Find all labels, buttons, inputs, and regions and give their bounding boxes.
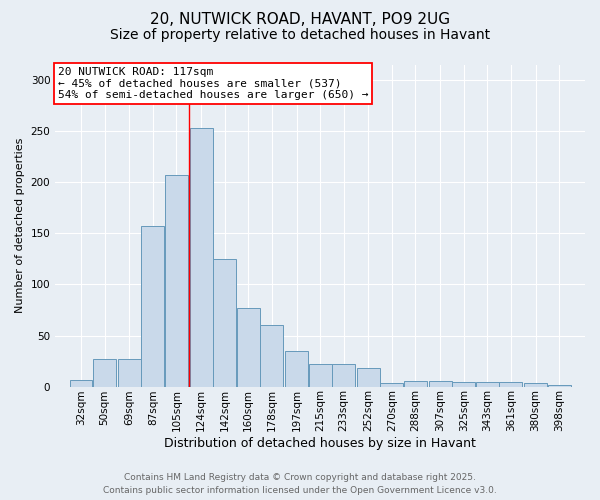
Bar bbox=[429, 382, 452, 386]
Bar bbox=[190, 128, 212, 386]
Bar bbox=[308, 364, 332, 386]
Bar bbox=[213, 259, 236, 386]
Bar bbox=[237, 308, 260, 386]
Bar bbox=[93, 359, 116, 386]
Bar bbox=[285, 351, 308, 386]
Y-axis label: Number of detached properties: Number of detached properties bbox=[15, 138, 25, 314]
Bar bbox=[452, 382, 475, 386]
Text: 20, NUTWICK ROAD, HAVANT, PO9 2UG: 20, NUTWICK ROAD, HAVANT, PO9 2UG bbox=[150, 12, 450, 28]
Bar bbox=[142, 226, 164, 386]
Bar bbox=[524, 384, 547, 386]
Bar bbox=[548, 384, 571, 386]
Bar bbox=[357, 368, 380, 386]
Bar bbox=[499, 382, 522, 386]
Bar bbox=[332, 364, 355, 386]
Bar bbox=[260, 326, 283, 386]
Text: Contains HM Land Registry data © Crown copyright and database right 2025.
Contai: Contains HM Land Registry data © Crown c… bbox=[103, 474, 497, 495]
Bar bbox=[70, 380, 92, 386]
Text: Size of property relative to detached houses in Havant: Size of property relative to detached ho… bbox=[110, 28, 490, 42]
Bar bbox=[404, 382, 427, 386]
X-axis label: Distribution of detached houses by size in Havant: Distribution of detached houses by size … bbox=[164, 437, 476, 450]
Bar bbox=[476, 382, 499, 386]
Bar bbox=[118, 359, 141, 386]
Bar bbox=[380, 384, 403, 386]
Bar bbox=[165, 175, 188, 386]
Text: 20 NUTWICK ROAD: 117sqm
← 45% of detached houses are smaller (537)
54% of semi-d: 20 NUTWICK ROAD: 117sqm ← 45% of detache… bbox=[58, 66, 368, 100]
